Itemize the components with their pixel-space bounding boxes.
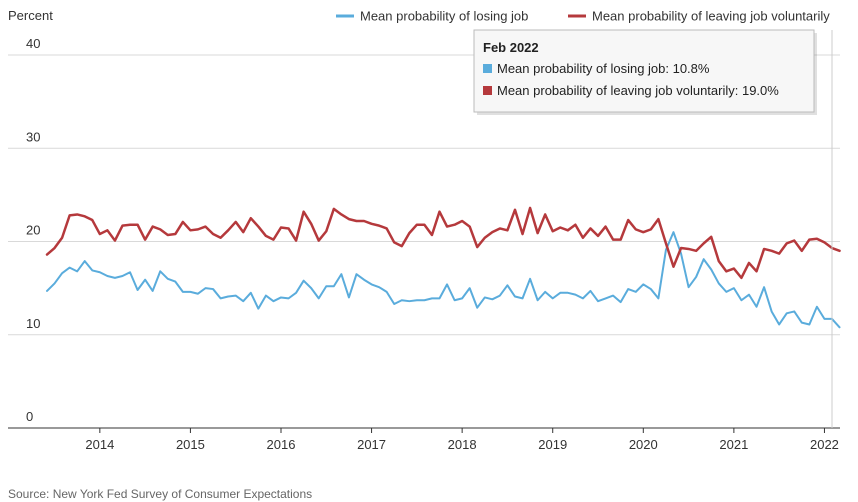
series-line-leaving-job [45, 206, 841, 280]
y-tick-label: 30 [26, 129, 40, 144]
y-tick-label: 40 [26, 36, 40, 51]
tooltip-title: Feb 2022 [483, 40, 539, 55]
y-tick-label: 10 [26, 316, 40, 331]
tooltip: Feb 2022 Mean probability of losing job:… [473, 29, 817, 115]
y-tick-label: 0 [26, 409, 33, 424]
series-line-losing-job [46, 231, 841, 329]
x-tick-label: 2015 [176, 437, 205, 452]
x-tick-label: 2017 [357, 437, 386, 452]
tooltip-swatch-losing [483, 64, 492, 73]
x-tick-label: 2019 [538, 437, 567, 452]
x-tick-label: 2022 [810, 437, 839, 452]
x-tick-label: 2016 [267, 437, 296, 452]
x-tick-label: 2021 [719, 437, 748, 452]
gridlines [8, 54, 840, 429]
tooltip-line-leaving: Mean probability of leaving job voluntar… [497, 83, 779, 98]
x-tick-label: 2014 [85, 437, 114, 452]
x-tick-label: 2020 [629, 437, 658, 452]
tooltip-line-losing: Mean probability of losing job: 10.8% [497, 61, 710, 76]
y-axis: 0 10 20 30 40 [26, 36, 40, 424]
tooltip-box [473, 29, 815, 113]
tooltip-swatch-leaving [483, 86, 492, 95]
source-note: Source: New York Fed Survey of Consumer … [8, 487, 312, 501]
y-axis-title: Percent [8, 8, 53, 23]
legend-label: Mean probability of leaving job voluntar… [592, 9, 830, 24]
series-group [45, 206, 841, 329]
legend-label: Mean probability of losing job [360, 9, 528, 24]
y-tick-label: 20 [26, 223, 40, 238]
x-axis: 2014 2015 2016 2017 2018 2019 2020 2021 2022 [85, 428, 839, 452]
x-tick-label: 2018 [448, 437, 477, 452]
legend[interactable]: Mean probability of losing job Mean proba… [336, 9, 830, 24]
